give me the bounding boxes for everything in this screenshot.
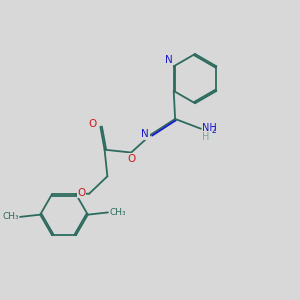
- Text: 2: 2: [211, 127, 216, 136]
- Text: H: H: [202, 132, 210, 142]
- Text: O: O: [88, 119, 96, 129]
- Text: NH: NH: [202, 123, 217, 133]
- Text: CH₃: CH₃: [2, 212, 19, 221]
- Text: O: O: [127, 154, 135, 164]
- Text: N: N: [165, 55, 172, 65]
- Text: CH₃: CH₃: [109, 208, 126, 217]
- Text: N: N: [141, 129, 149, 139]
- Text: O: O: [78, 188, 86, 198]
